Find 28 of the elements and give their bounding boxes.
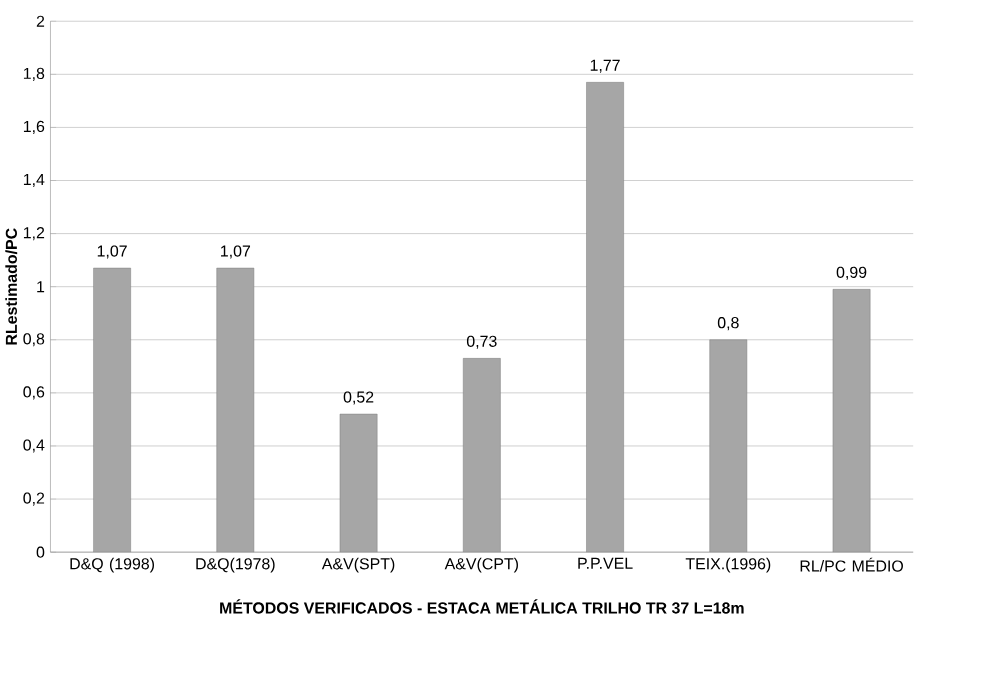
bar (832, 288, 871, 553)
data-label: 0,73 (466, 335, 497, 349)
x-tick-label: TEIX.(1996) (685, 557, 771, 573)
y-tick-label: 0,2 (23, 492, 45, 506)
x-tick-label: A&V(SPT) (321, 557, 395, 573)
x-axis-title: MÉTODOS VERIFICADOS - ESTACA METÁLICA TRILHO TR 37 L=18m (220, 599, 744, 614)
data-label: 1,07 (97, 245, 127, 259)
y-tick-label: 0,8 (23, 333, 45, 347)
data-label: 1,07 (221, 245, 251, 259)
y-tick-label: 2 (36, 15, 45, 27)
x-tick-label: D&Q (1998) (70, 557, 154, 573)
y-tick-label: 0,6 (23, 386, 45, 400)
y-tick-label: 1 (37, 281, 45, 293)
y-tick-label: 1,4 (23, 173, 45, 187)
data-label: 0,99 (836, 266, 867, 280)
x-tick-label: D&Q(1978) (196, 557, 275, 573)
y-tick-label: 1,2 (23, 226, 45, 241)
data-label: 0,52 (343, 391, 374, 405)
y-tick-label: 1,8 (23, 67, 45, 81)
x-tick-label: P.P.VEL (578, 557, 633, 569)
x-tick-label: A&V(CPT) (444, 557, 518, 573)
y-tick-label: 1,6 (23, 120, 45, 134)
data-label: 0,8 (717, 316, 739, 331)
y-tick-label: 0 (36, 546, 45, 558)
x-tick-label: RL/PC MÉDIO (800, 557, 903, 572)
y-axis-title: RLestimado/PC (5, 228, 18, 345)
data-label: 1,77 (590, 59, 620, 73)
y-tick-label: 0,4 (23, 439, 45, 453)
